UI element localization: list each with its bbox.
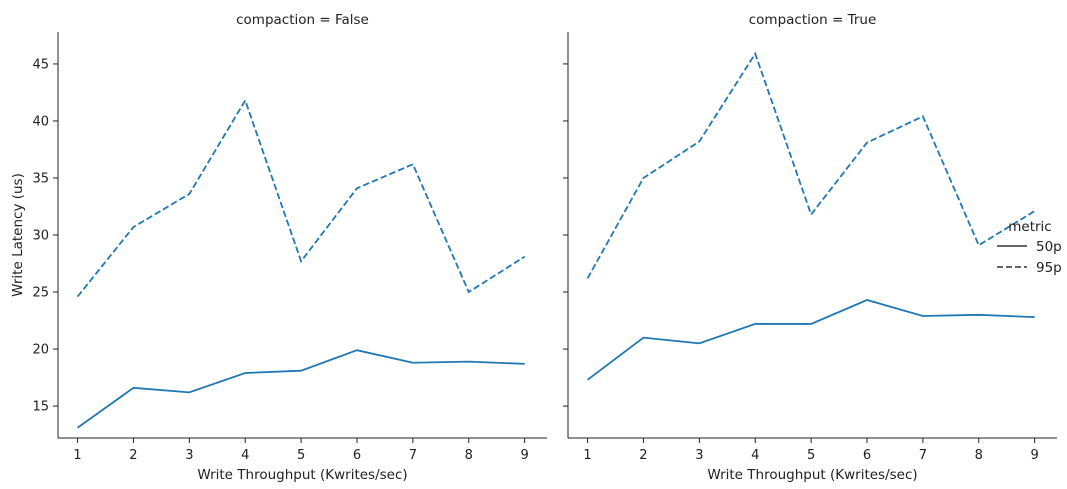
- panel-2-x-tick-label: 6: [863, 448, 871, 463]
- panel-2-x-tick-label: 9: [1031, 448, 1039, 463]
- panel-1-x-tick-label: 7: [409, 448, 417, 463]
- panel-1-y-tick-label: 40: [32, 114, 49, 129]
- panel-1-y-tick-label: 15: [32, 400, 49, 415]
- panel-2-x-tick-label: 1: [583, 448, 591, 463]
- panel-1-series-95p-line: [78, 100, 525, 296]
- panel-2-x-tick-label: 3: [695, 448, 703, 463]
- y-axis-title: Write Latency (us): [10, 173, 26, 297]
- panel-2-x-tick-label: 2: [639, 448, 647, 463]
- panel-2-x-axis-title: Write Throughput (Kwrites/sec): [707, 467, 917, 483]
- panel-2-x-tick-label: 4: [751, 448, 759, 463]
- panel-1-x-tick-label: 5: [297, 448, 305, 463]
- panel-1-x-tick-label: 1: [73, 448, 81, 463]
- panel-1-x-tick-label: 3: [185, 448, 193, 463]
- panel-1-y-tick-label: 45: [32, 57, 49, 72]
- panel-2-title: compaction = True: [749, 12, 877, 28]
- legend-label-95p: 95p: [1036, 260, 1062, 276]
- panel-2-x-tick-label: 8: [975, 448, 983, 463]
- panel-1-y-tick-label: 20: [32, 343, 49, 358]
- panel-1-y-tick-label: 35: [32, 171, 49, 186]
- panel-1-x-tick-label: 2: [129, 448, 137, 463]
- panel-1-y-tick-label: 25: [32, 286, 49, 301]
- panel-1-x-tick-label: 9: [521, 448, 529, 463]
- panel-1-series-50p-line: [78, 350, 525, 428]
- panel-1-x-tick-label: 8: [465, 448, 473, 463]
- panel-1-x-axis-title: Write Throughput (Kwrites/sec): [197, 467, 407, 483]
- panel-2-series-50p-line: [588, 300, 1035, 380]
- panel-1-x-tick-label: 6: [353, 448, 361, 463]
- panel-1-y-tick-label: 30: [32, 229, 49, 244]
- panel-1-x-tick-label: 4: [241, 448, 249, 463]
- panel-2-series-95p-line: [588, 54, 1035, 279]
- panel-2-x-tick-label: 7: [919, 448, 927, 463]
- legend-title: metric: [1008, 219, 1051, 235]
- panel-1-title: compaction = False: [236, 12, 369, 28]
- panel-2-x-tick-label: 5: [807, 448, 815, 463]
- legend-label-50p: 50p: [1036, 239, 1062, 255]
